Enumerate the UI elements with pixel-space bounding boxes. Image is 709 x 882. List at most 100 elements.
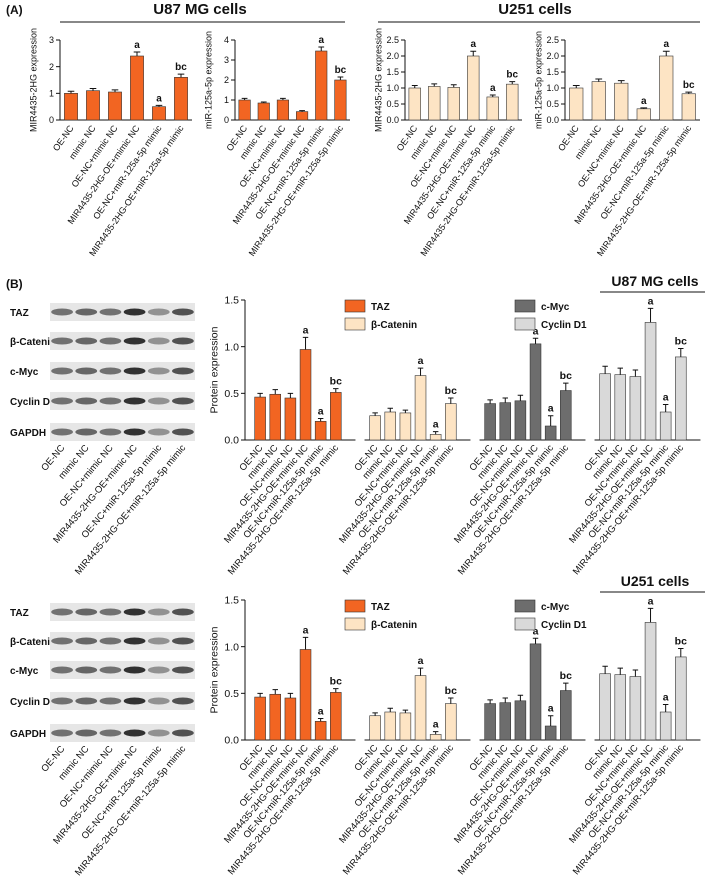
y-axis-label: MIR4435-2HG expression xyxy=(29,28,39,132)
legend-swatch xyxy=(514,317,536,331)
legend-swatch xyxy=(344,317,366,331)
bar xyxy=(429,734,442,741)
y-tick-label: 3 xyxy=(49,35,54,45)
error-bar xyxy=(617,667,623,675)
legend-swatch xyxy=(514,299,536,313)
blot-band xyxy=(51,637,73,645)
bar xyxy=(384,411,397,441)
significance-label: bc xyxy=(506,70,518,81)
error-bar xyxy=(387,407,393,412)
legend-label: Cyclin D1 xyxy=(541,320,587,331)
error-bar xyxy=(662,404,669,412)
significance-label: bc xyxy=(445,685,457,697)
y-tick-label: 1.0 xyxy=(224,641,239,653)
error-bar xyxy=(155,104,163,107)
bar xyxy=(659,55,674,121)
error-bar xyxy=(617,367,623,375)
error-bar xyxy=(448,397,454,404)
blot-band xyxy=(172,397,194,405)
legend-label: β-Catenin xyxy=(371,620,417,631)
blot-strip xyxy=(50,332,195,350)
bar xyxy=(254,696,266,741)
bar xyxy=(675,356,687,441)
bar xyxy=(429,434,442,441)
error-bar xyxy=(532,337,539,344)
significance-label: a xyxy=(134,40,140,51)
significance-label: a xyxy=(433,419,439,431)
significance-label: a xyxy=(648,295,654,307)
blot-label: Cyclin D1 xyxy=(10,397,56,408)
blot-band xyxy=(172,729,194,737)
blot-band xyxy=(123,397,146,405)
y-tick-label: 2.0 xyxy=(386,51,399,61)
y-tick-label: 0 xyxy=(224,115,229,125)
bar xyxy=(86,90,100,121)
y-axis-label: MIR4435-2HG expression xyxy=(374,28,384,132)
blot-strip xyxy=(50,423,195,441)
significance-label: a xyxy=(533,625,539,637)
error-bar xyxy=(470,50,477,56)
bar xyxy=(399,712,412,741)
y-tick-label: 2 xyxy=(224,75,229,85)
error-bar xyxy=(417,667,424,676)
error-bar xyxy=(89,88,97,91)
blot-band xyxy=(75,428,98,436)
bar xyxy=(569,87,584,121)
significance-label: a xyxy=(648,595,654,607)
error-bar xyxy=(602,665,608,674)
bar xyxy=(467,55,480,121)
bar xyxy=(269,693,282,741)
blot-strip xyxy=(50,724,195,742)
error-bar xyxy=(532,637,539,644)
y-tick-label: 0.5 xyxy=(224,388,239,400)
blot-band xyxy=(147,308,170,316)
blot-band xyxy=(172,428,194,436)
blot-band xyxy=(172,308,194,316)
error-bar xyxy=(387,707,393,712)
significance-label: a xyxy=(663,692,669,704)
y-tick-label: 1.5 xyxy=(224,295,239,307)
error-bar xyxy=(257,392,263,398)
error-bar xyxy=(402,409,409,413)
bar xyxy=(514,400,527,441)
bar xyxy=(484,403,496,441)
significance-label: a xyxy=(641,96,647,107)
legend-swatch xyxy=(344,599,366,613)
error-bar xyxy=(632,369,639,377)
blot-band xyxy=(75,367,98,375)
significance-label: a xyxy=(318,35,324,46)
blot-band xyxy=(123,666,146,674)
error-bar xyxy=(411,84,418,88)
error-bar xyxy=(280,97,286,100)
blot-band xyxy=(75,729,98,737)
blot-band xyxy=(99,337,122,345)
significance-label: a xyxy=(156,93,162,104)
significance-label: bc xyxy=(683,80,695,91)
error-bar xyxy=(547,415,554,426)
y-tick-label: 1.5 xyxy=(386,67,399,77)
y-tick-label: 1.0 xyxy=(386,83,399,93)
bar xyxy=(544,725,557,741)
blot-band xyxy=(172,666,194,674)
blot-band xyxy=(123,428,146,436)
bar xyxy=(299,649,312,741)
error-bar xyxy=(318,46,325,51)
legend-swatch xyxy=(344,617,366,631)
bar xyxy=(644,322,657,441)
bar xyxy=(659,411,672,441)
group-heading: U87 MG cells xyxy=(153,1,246,18)
bar xyxy=(506,83,519,121)
y-tick-label: 0.0 xyxy=(546,115,559,125)
error-bar xyxy=(502,397,508,403)
blot-band xyxy=(99,308,122,316)
blot-band xyxy=(172,608,194,616)
bar xyxy=(254,396,266,441)
y-axis-label: miR-125a-5p expression xyxy=(534,31,544,129)
blot-band xyxy=(147,608,170,616)
significance-label: a xyxy=(318,406,324,418)
significance-label: bc xyxy=(445,385,457,397)
blot-band xyxy=(51,608,73,616)
blot-band xyxy=(51,428,73,436)
error-bar xyxy=(432,731,439,735)
